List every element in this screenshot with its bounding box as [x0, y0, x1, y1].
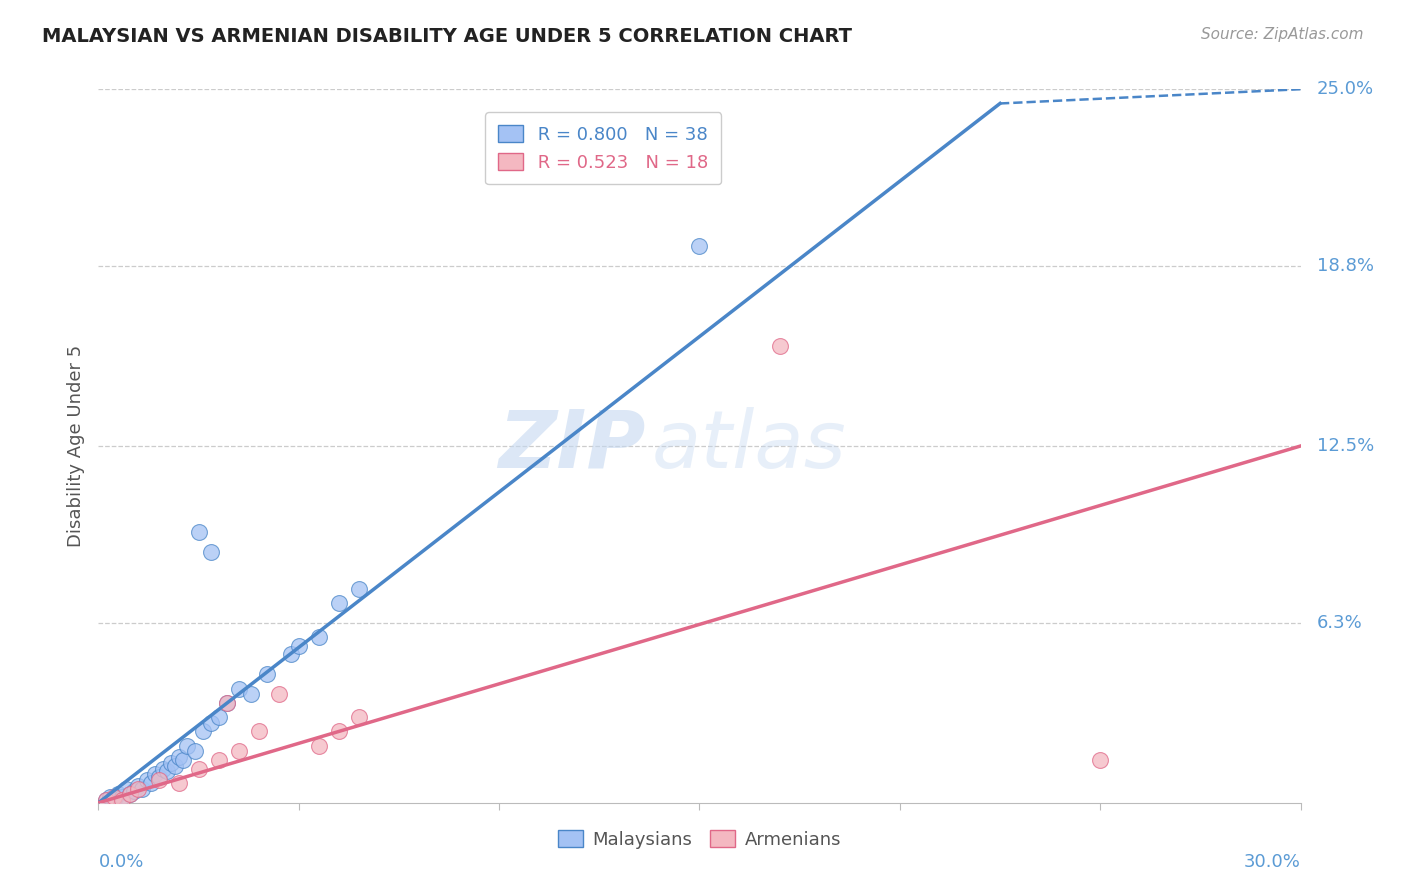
Text: 6.3%: 6.3%: [1316, 614, 1362, 632]
Point: [128, 781, 150, 796]
Point: [124, 784, 146, 798]
Point: [96, 793, 118, 807]
Point: [228, 744, 250, 758]
Text: 18.8%: 18.8%: [1316, 257, 1374, 275]
Point: [103, 793, 125, 807]
Point: [347, 582, 370, 596]
Point: [215, 696, 238, 710]
Point: [267, 687, 290, 701]
Text: 0.0%: 0.0%: [98, 853, 143, 871]
Point: [280, 648, 302, 662]
Point: [200, 715, 222, 730]
Point: [328, 724, 350, 739]
Point: [187, 762, 209, 776]
Point: [287, 639, 309, 653]
Point: [167, 750, 190, 764]
Point: [239, 687, 262, 701]
Point: [347, 710, 370, 724]
Point: [768, 339, 790, 353]
Point: [167, 776, 190, 790]
Point: [208, 753, 231, 767]
Text: 25.0%: 25.0%: [1316, 80, 1374, 98]
Point: [228, 681, 250, 696]
Point: [131, 781, 153, 796]
Y-axis label: Disability Age Under 5: Disability Age Under 5: [66, 345, 84, 547]
Point: [139, 776, 162, 790]
Point: [208, 710, 231, 724]
Point: [155, 764, 177, 779]
Text: 12.5%: 12.5%: [1316, 437, 1374, 455]
Point: [308, 630, 330, 644]
Text: MALAYSIAN VS ARMENIAN DISABILITY AGE UNDER 5 CORRELATION CHART: MALAYSIAN VS ARMENIAN DISABILITY AGE UND…: [42, 27, 852, 45]
Point: [163, 758, 186, 772]
Point: [107, 787, 129, 801]
Point: [96, 793, 118, 807]
Point: [183, 744, 205, 758]
Point: [148, 770, 170, 784]
Text: ZIP: ZIP: [498, 407, 645, 485]
Point: [191, 724, 214, 739]
Point: [148, 772, 170, 787]
Point: [115, 781, 138, 796]
Point: [308, 739, 330, 753]
Point: [247, 724, 270, 739]
Point: [120, 787, 142, 801]
Legend: Malaysians, Armenians: Malaysians, Armenians: [548, 822, 851, 858]
Point: [143, 767, 166, 781]
Point: [256, 667, 278, 681]
Point: [128, 779, 150, 793]
Point: [187, 524, 209, 539]
Point: [688, 239, 710, 253]
Point: [159, 756, 181, 770]
Point: [488, 168, 510, 182]
Point: [152, 762, 174, 776]
Point: [1088, 753, 1111, 767]
Point: [200, 544, 222, 558]
Point: [111, 793, 134, 807]
Point: [176, 739, 198, 753]
Text: atlas: atlas: [651, 407, 846, 485]
Text: 30.0%: 30.0%: [1244, 853, 1301, 871]
Point: [103, 790, 125, 805]
Point: [215, 696, 238, 710]
Point: [100, 790, 122, 805]
Point: [135, 772, 157, 787]
Text: Source: ZipAtlas.com: Source: ZipAtlas.com: [1201, 27, 1364, 42]
Point: [111, 790, 134, 805]
Point: [120, 787, 142, 801]
Point: [172, 753, 194, 767]
Point: [328, 596, 350, 610]
